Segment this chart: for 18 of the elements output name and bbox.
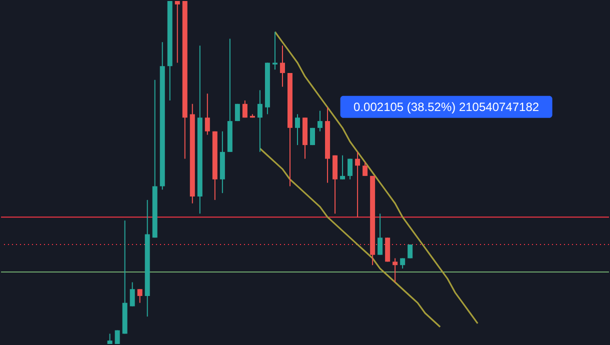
candlestick bbox=[318, 110, 323, 132]
candlestick bbox=[130, 282, 135, 307]
candlestick bbox=[378, 213, 383, 256]
candlestick bbox=[242, 100, 248, 118]
candlestick bbox=[257, 90, 262, 152]
candlestick bbox=[392, 258, 398, 283]
candlestick bbox=[362, 162, 368, 176]
candlestick bbox=[174, 0, 180, 64]
annotation: 0.002105 (38.52%) 210540747182 bbox=[354, 100, 540, 114]
candlestick bbox=[408, 244, 413, 259]
candlestick bbox=[272, 31, 278, 70]
candlestick bbox=[355, 151, 360, 218]
candlestick bbox=[294, 114, 300, 146]
candlestick bbox=[204, 93, 210, 136]
candlestick bbox=[340, 154, 346, 180]
candlestick bbox=[137, 288, 142, 304]
candlestick bbox=[280, 45, 285, 88]
candlestick bbox=[348, 158, 353, 180]
